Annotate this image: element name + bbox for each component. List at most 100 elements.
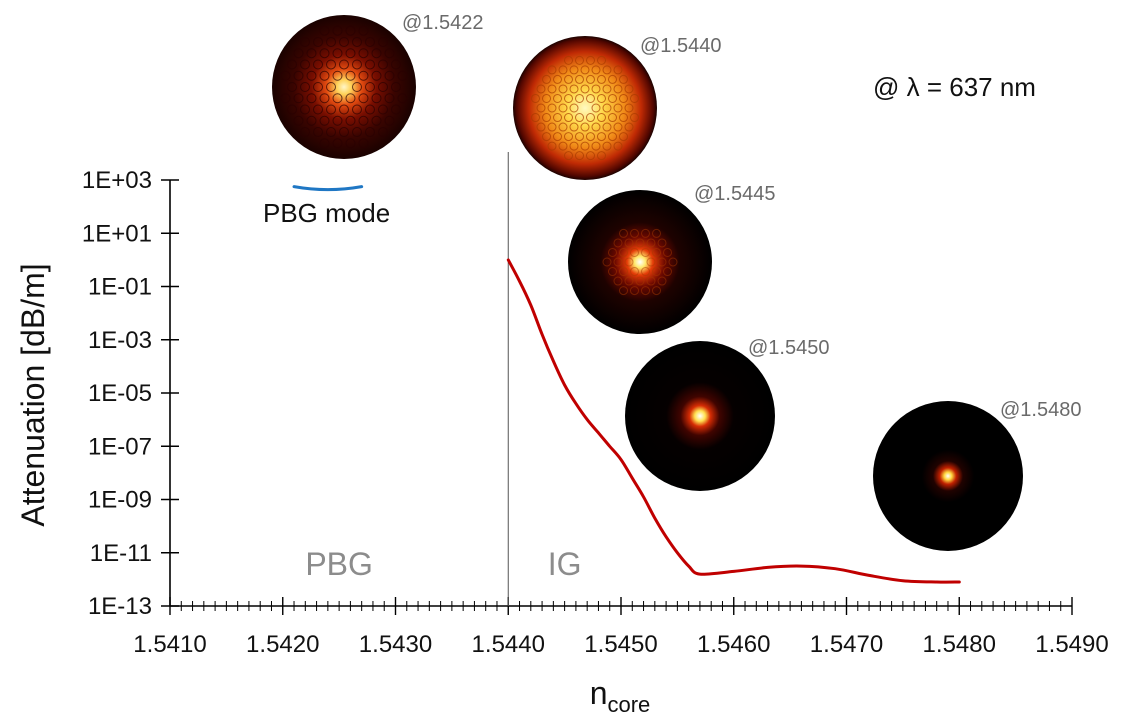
attenuation-series-line xyxy=(506,258,961,584)
lattice-hole xyxy=(624,103,634,113)
lattice-hole xyxy=(306,93,317,104)
lattice-hole xyxy=(365,127,375,138)
lattice-hole xyxy=(564,55,573,65)
lattice-hole xyxy=(384,48,395,59)
lattice-hole xyxy=(569,122,579,132)
lattice-hole xyxy=(293,70,304,81)
lattice-hole xyxy=(553,74,562,84)
lattice-hole xyxy=(619,132,628,142)
lattice-hole xyxy=(536,84,546,94)
lattice-hole xyxy=(553,93,562,103)
lattice-hole xyxy=(345,115,356,126)
lattice-hole xyxy=(569,65,579,75)
lattice-hole xyxy=(319,70,330,81)
lattice-hole xyxy=(613,84,623,94)
lattice-hole xyxy=(602,141,612,151)
lattice-hole xyxy=(586,132,595,142)
x-tick-label: 1.5470 xyxy=(810,631,883,658)
lattice-hole xyxy=(531,113,540,123)
lattice-hole xyxy=(641,228,650,238)
x-tick-label: 1.5490 xyxy=(1035,631,1108,658)
y-axis-title: Attenuation [dB/m] xyxy=(15,263,51,526)
lattice-hole xyxy=(586,113,595,123)
lattice-hole xyxy=(313,82,323,92)
lattice-hole xyxy=(358,115,369,126)
lattice-hole xyxy=(339,36,349,47)
lattice-hole xyxy=(657,238,667,248)
lattice-hole xyxy=(575,55,584,65)
lattice-hole xyxy=(365,104,375,115)
y-tick-label: 1E-01 xyxy=(88,274,152,301)
lattice-hole xyxy=(371,93,382,104)
mode-profile-disc xyxy=(625,341,775,491)
mode-profile-label: @1.5422 xyxy=(402,12,483,34)
lattice-hole xyxy=(564,132,573,142)
lattice-hole xyxy=(652,247,661,257)
lattice-hole xyxy=(608,113,617,123)
lattice-hole xyxy=(630,267,639,277)
mode-profile-disc xyxy=(568,190,712,334)
lattice-hole xyxy=(391,104,401,115)
lattice-hole xyxy=(378,127,388,138)
lattice-hole xyxy=(358,48,369,59)
lattice-hole xyxy=(564,151,573,161)
lattice-hole xyxy=(663,267,672,277)
lattice-hole xyxy=(378,104,388,115)
region-label-ig: IG xyxy=(548,546,582,582)
lattice-hole xyxy=(352,59,362,70)
lattice-hole xyxy=(531,93,540,103)
lattice-hole xyxy=(597,55,606,65)
lattice-hole xyxy=(575,132,584,142)
lattice-hole xyxy=(558,65,568,75)
lattice-hole xyxy=(287,104,297,115)
lattice-hole xyxy=(319,93,330,104)
mode-profile-tightest: @1.5480 xyxy=(873,399,1081,551)
lattice-hole xyxy=(300,104,310,115)
lattice-hole xyxy=(326,59,336,70)
lattice-hole xyxy=(542,132,551,142)
y-tick-label: 1E-11 xyxy=(90,540,152,567)
lattice-hole xyxy=(641,286,650,296)
lattice-hole xyxy=(580,122,590,132)
lattice-hole xyxy=(280,70,291,81)
lattice-hole xyxy=(547,122,557,132)
lattice-hole xyxy=(558,122,568,132)
lattice-hole xyxy=(287,82,297,92)
plot-area: 1E+03 1E+01 1E-01 1E-03 1E-05 1E-07 1E-09 1E-11… xyxy=(82,152,1109,658)
lattice-hole xyxy=(635,276,645,286)
lattice-hole xyxy=(652,267,661,277)
x-tick-label: 1.5420 xyxy=(246,631,319,658)
lattice-hole xyxy=(646,276,656,286)
lattice-hole xyxy=(319,25,330,36)
lattice-hole xyxy=(319,48,330,59)
lattice-hole xyxy=(339,127,349,138)
lattice-hole xyxy=(332,93,343,104)
lattice-hole xyxy=(319,138,330,149)
lattice-hole xyxy=(630,286,639,296)
lattice-hole xyxy=(547,65,557,75)
lattice-hole xyxy=(300,127,310,138)
lattice-hole xyxy=(371,48,382,59)
lattice-hole xyxy=(630,93,639,103)
x-axis-title-main: n xyxy=(590,675,608,711)
lattice-hole xyxy=(624,122,634,132)
lattice-hole xyxy=(358,93,369,104)
lattice-hole xyxy=(397,70,408,81)
lattice-hole xyxy=(352,36,362,47)
mode-profile-tight: @1.5450 xyxy=(625,337,829,491)
lattice-hole xyxy=(668,257,678,267)
lattice-hole xyxy=(306,70,317,81)
lattice-hole xyxy=(371,70,382,81)
region-label-pbg: PBG xyxy=(305,546,373,582)
lattice-hole xyxy=(345,93,356,104)
lattice-hole xyxy=(608,74,617,84)
lattice-hole xyxy=(547,84,557,94)
y-tick-label: 1E-05 xyxy=(88,380,152,407)
lattice-hole xyxy=(575,113,584,123)
mode-profile-disc xyxy=(513,36,657,180)
lattice-hole xyxy=(608,93,617,103)
mode-profile-mid: @1.5445 xyxy=(568,183,775,334)
lattice-hole xyxy=(652,286,661,296)
lattice-hole xyxy=(553,132,562,142)
